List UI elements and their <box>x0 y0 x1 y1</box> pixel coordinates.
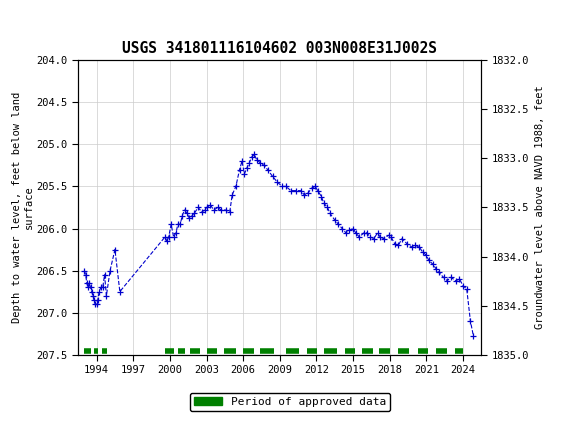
Text: USGS: USGS <box>38 12 93 31</box>
Legend: Period of approved data: Period of approved data <box>190 393 390 412</box>
Y-axis label: Depth to water level, feet below land
surface: Depth to water level, feet below land su… <box>12 92 34 323</box>
Y-axis label: Groundwater level above NAVD 1988, feet: Groundwater level above NAVD 1988, feet <box>535 86 545 329</box>
Title: USGS 341801116104602 003N008E31J002S: USGS 341801116104602 003N008E31J002S <box>122 41 437 56</box>
